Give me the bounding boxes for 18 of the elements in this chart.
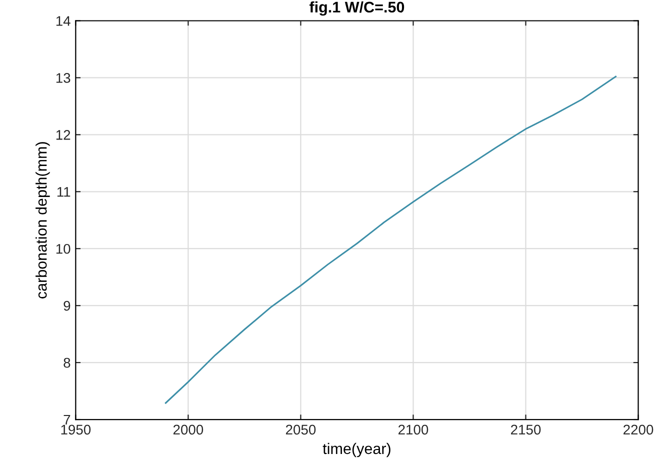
y-tick-label: 11 — [57, 187, 70, 197]
y-tick-label: 14 — [56, 16, 70, 26]
y-tick-label: 8 — [64, 358, 70, 368]
x-tick-label: 2050 — [286, 424, 316, 435]
x-tick-label: 2200 — [624, 424, 654, 435]
y-tick-label: 13 — [56, 73, 70, 83]
chart-title: fig.1 W/C=.50 — [309, 1, 404, 16]
y-tick-label: 9 — [64, 300, 70, 311]
line-series — [164, 76, 617, 404]
x-axis-title: time(year) — [322, 442, 390, 458]
x-tick-label: 2000 — [173, 424, 204, 435]
y-tick-label: 10 — [56, 244, 70, 254]
y-axis-title: carbonation depth(mm) — [36, 142, 50, 298]
x-tick-label: 1950 — [61, 424, 91, 435]
y-tick-label: 12 — [56, 130, 70, 140]
x-tick-label: 2100 — [398, 424, 428, 435]
x-tick-label: 2150 — [510, 424, 541, 435]
y-tick-label: 7 — [64, 414, 70, 425]
